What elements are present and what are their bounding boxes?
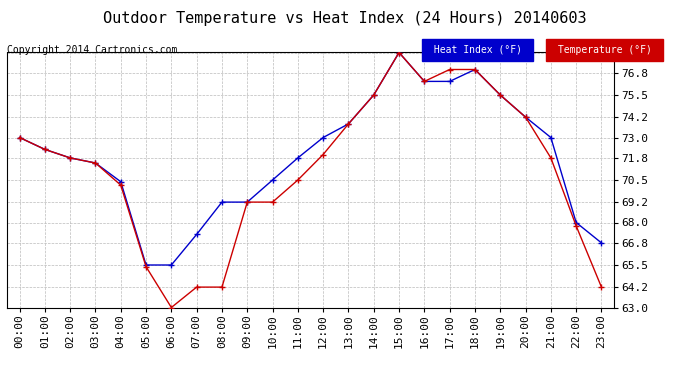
Text: Temperature (°F): Temperature (°F) <box>552 45 658 55</box>
Text: Copyright 2014 Cartronics.com: Copyright 2014 Cartronics.com <box>7 45 177 55</box>
Text: Outdoor Temperature vs Heat Index (24 Hours) 20140603: Outdoor Temperature vs Heat Index (24 Ho… <box>104 11 586 26</box>
Text: Heat Index (°F): Heat Index (°F) <box>428 45 528 55</box>
